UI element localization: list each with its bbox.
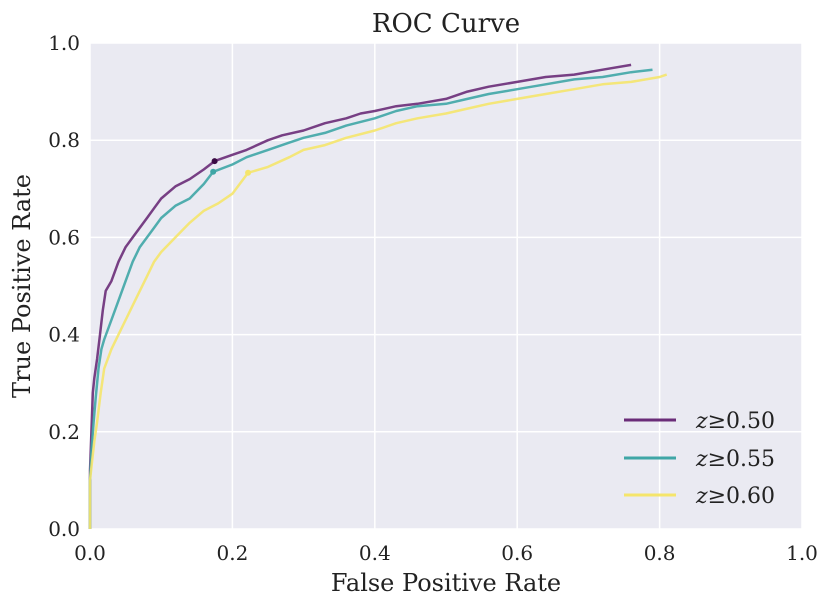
chart-title: ROC Curve (372, 9, 520, 39)
plot-background (90, 43, 802, 529)
legend: z≥0.50 z≥0.55 z≥0.60 (624, 409, 775, 509)
x-tick-label: 0.6 (501, 541, 533, 565)
y-tick-label: 0.4 (48, 323, 80, 347)
tick-labels: 0.0 0.2 0.4 0.6 0.8 1.0 0.0 0.2 0.4 0.6 0.8 1.0 (48, 31, 818, 565)
legend-item: z≥0.50 (624, 409, 775, 434)
y-tick-label: 1.0 (48, 31, 80, 55)
y-axis-label: True Positive Rate (8, 174, 36, 398)
threshold-marker-0 (211, 158, 218, 165)
x-tick-label: 1.0 (786, 541, 818, 565)
threshold-marker-2 (245, 169, 252, 176)
x-tick-label: 0.8 (644, 541, 676, 565)
legend-label-0: z≥0.50 (695, 409, 775, 434)
x-tick-label: 0.4 (359, 541, 391, 565)
y-tick-label: 0.0 (48, 517, 80, 541)
legend-item: z≥0.55 (624, 447, 775, 472)
x-tick-label: 0.0 (74, 541, 106, 565)
series-layer (88, 63, 668, 529)
y-tick-label: 0.6 (48, 225, 80, 249)
grid-lines (89, 42, 803, 530)
roc-curve-series-0 (88, 63, 632, 529)
legend-item: z≥0.60 (624, 484, 775, 509)
y-tick-label: 0.2 (48, 420, 80, 444)
x-axis-label: False Positive Rate (331, 569, 561, 597)
roc-curve-series-2 (88, 73, 668, 529)
x-tick-label: 0.2 (216, 541, 248, 565)
legend-label-1: z≥0.55 (695, 447, 775, 472)
y-tick-label: 0.8 (48, 128, 80, 152)
threshold-marker-1 (210, 168, 217, 175)
legend-label-2: z≥0.60 (695, 484, 775, 509)
